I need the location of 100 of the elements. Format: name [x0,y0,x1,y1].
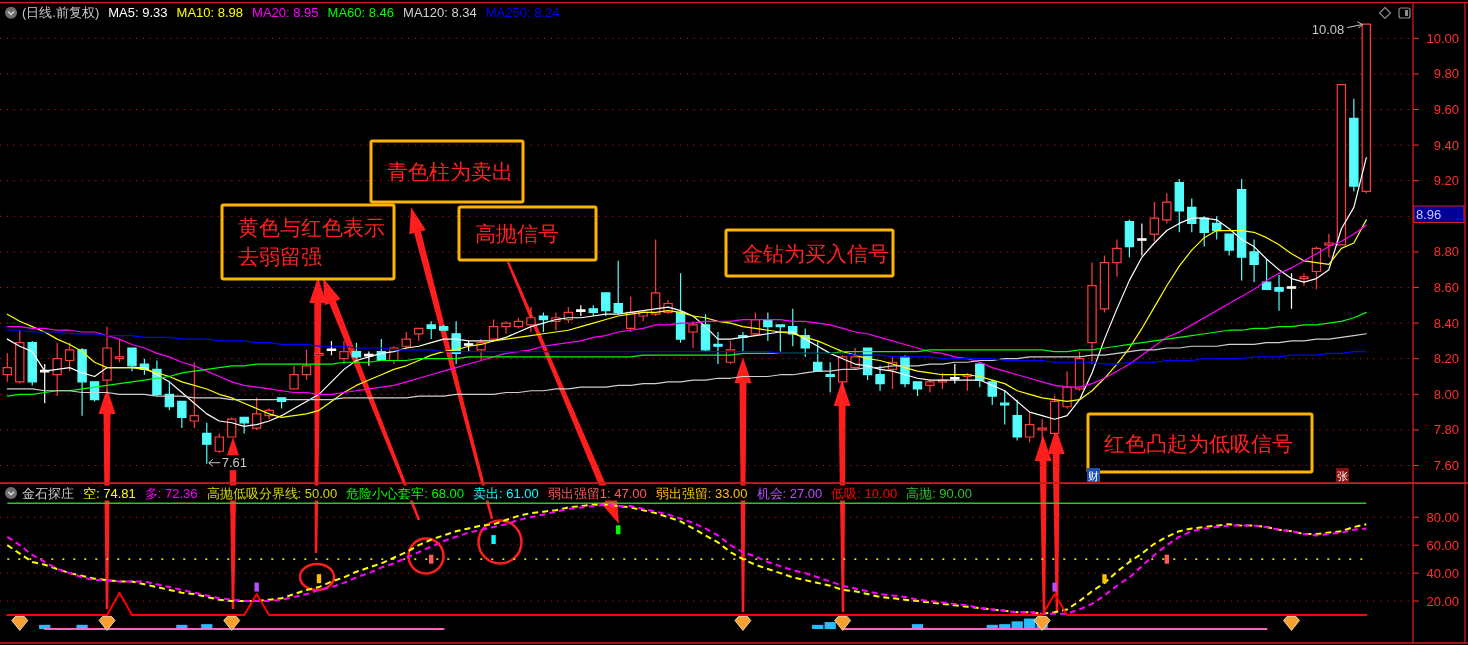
candlestick [351,342,362,360]
y-tick-label: 40.00 [1426,565,1459,581]
y-tick-label: 7.80 [1433,422,1459,438]
annotation: 7.61 [221,455,248,471]
y-tick-label: 8.60 [1433,280,1459,295]
text: MA5: 9.33 [108,5,168,21]
text: 弱出强留1: 47.00 [547,485,647,501]
candlestick [950,363,960,385]
y-tick-label: 9.20 [1433,173,1459,189]
candlestick [102,326,112,392]
candlestick [426,320,436,340]
candlestick [775,324,786,353]
candlestick [1074,350,1085,392]
candlestick [1037,418,1047,443]
candlestick [638,310,648,322]
point [734,616,752,631]
annotation: 高抛信号 [475,222,559,245]
candlestick [912,381,923,397]
y-tick-label: 60.00 [1426,537,1459,553]
candlestick [850,347,860,370]
point [11,616,29,631]
candlestick [77,347,87,417]
y-tick-label: 8.20 [1433,351,1459,367]
candlestick [925,379,935,394]
text: MA10: 8.98 [176,5,244,21]
candlestick [414,327,424,342]
y-tick-label: 9.60 [1433,102,1459,117]
text: MA250: 8.24 [485,5,560,21]
candlestick [202,422,212,465]
candlestick [1087,261,1097,365]
line-series [6,329,1367,365]
point [834,616,852,631]
candlestick [301,349,312,381]
candlestick [526,306,536,333]
annotation: 金钻为买入信号 [742,241,889,265]
candlestick [214,432,224,454]
candlestick [438,324,449,331]
candlestick [1024,411,1035,443]
text: 空: 74.81 [83,485,136,501]
y-tick-label: 9.80 [1433,66,1459,82]
point [98,616,116,631]
candlestick [1324,233,1334,258]
candlestick [875,365,885,392]
annotation: 青色柱为卖出 [387,160,513,183]
candlestick [1261,258,1272,290]
candlestick [588,304,598,317]
candlestick [1149,201,1160,242]
candlestick [15,329,25,385]
candlestick [1049,395,1060,436]
text: 卖出: 61.00 [473,485,539,501]
candlestick [1174,178,1184,233]
candlestick [650,238,661,317]
candlestick [1137,222,1147,257]
candlestick [763,311,773,342]
y-tick-label: 7.60 [1433,458,1459,473]
candlestick [688,320,698,349]
candlestick [1224,233,1234,257]
text: 弱出强留: 33.00 [655,485,748,501]
candlestick [1286,272,1297,310]
candlestick [1187,197,1197,233]
text: MA20: 8.95 [252,5,319,21]
y-tick-label: 9.40 [1433,137,1459,153]
point [223,616,241,631]
candlestick [1112,238,1122,278]
candlestick [538,311,549,333]
y-tick-label: 80.00 [1426,509,1459,525]
annotation: 黄色与红色表示去弱留强 [238,216,385,268]
candlestick [987,379,997,406]
candlestick [64,342,75,372]
candlestick [127,347,137,372]
chart-title: 金石探庄 [22,485,74,501]
candlestick [1211,215,1222,241]
candlestick [114,338,125,363]
point [1283,616,1300,631]
candlestick [1099,254,1110,314]
line-series [6,156,1367,427]
candlestick [1236,178,1247,281]
annotation: 红色凸起为低吸信号 [1104,431,1293,455]
y-tick-label: 20.00 [1426,593,1459,609]
text: 机会: 27.00 [756,485,823,501]
candlestick [52,342,62,397]
candlestick [1000,390,1010,426]
candlestick [227,416,237,438]
candlestick [601,292,611,317]
candlestick [576,304,586,317]
y-tick-label: 10.00 [1426,30,1459,46]
candlestick [513,317,524,330]
text: 危险小心套牢: 68.00 [346,485,465,501]
text: 多: 72.36 [144,485,198,501]
candlestick [675,272,686,344]
ref-line-label: 高抛低吸分界线: 50.00 [206,485,338,501]
candlestick [613,260,623,315]
candlestick [189,361,200,429]
candlestick [1062,370,1072,410]
y-tick-label: 8.80 [1433,244,1459,260]
candlestick [713,331,723,365]
y-tick-label: 8.40 [1433,315,1459,331]
candlestick [239,416,249,435]
candlestick [1336,83,1347,246]
candlestick [813,340,823,372]
